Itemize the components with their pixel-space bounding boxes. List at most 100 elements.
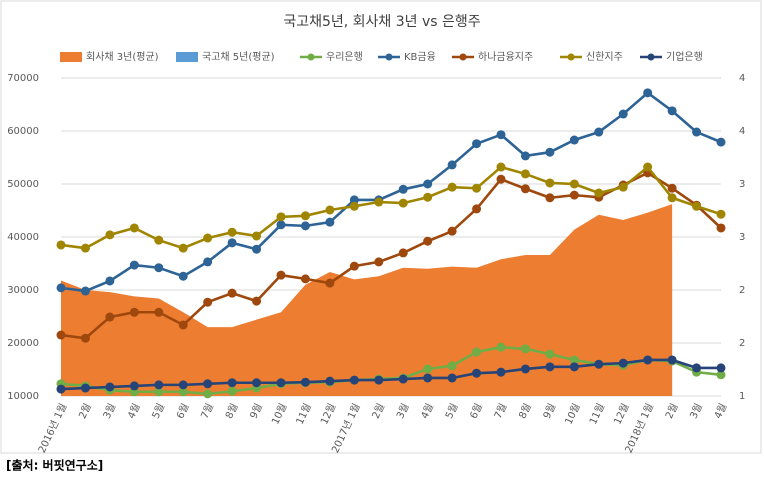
point — [398, 198, 408, 208]
point — [398, 184, 408, 194]
x-tick-label: 5월 — [150, 401, 167, 420]
point — [325, 376, 335, 386]
y-tick-label: 50000 — [7, 179, 39, 190]
point — [300, 377, 310, 387]
point — [447, 373, 457, 383]
legend-marker — [567, 53, 575, 61]
chart-title: 국고채5년, 회사채 3년 vs 은행주 — [283, 14, 480, 30]
legend-marker — [385, 53, 393, 61]
line — [60, 358, 721, 391]
point — [716, 370, 726, 380]
y2-tick-label: 4 — [739, 126, 745, 137]
legend-label: 회사채 3년(평균) — [86, 51, 159, 63]
point — [300, 221, 310, 231]
y-tick-label: 40000 — [7, 232, 39, 243]
point — [203, 297, 213, 307]
y2-tick-label: 2 — [739, 338, 745, 349]
point — [276, 378, 286, 388]
point — [423, 373, 433, 383]
point — [105, 276, 115, 286]
point — [496, 367, 506, 377]
point — [716, 209, 726, 219]
point — [178, 380, 188, 390]
point — [692, 127, 702, 137]
point — [569, 179, 579, 189]
point — [325, 278, 335, 288]
point — [569, 190, 579, 200]
point — [56, 330, 66, 340]
point — [325, 205, 335, 215]
point — [300, 211, 310, 221]
legend-label: 우리은행 — [326, 51, 363, 63]
point — [423, 364, 433, 374]
point — [643, 88, 653, 98]
point — [643, 355, 653, 365]
x-tick-label: 2월 — [663, 401, 680, 420]
point — [178, 243, 188, 253]
point — [472, 347, 482, 357]
legend-swatch — [60, 52, 82, 62]
x-tick-label: 7월 — [199, 401, 216, 420]
x-tick-label: 3월 — [394, 401, 411, 420]
point — [203, 379, 213, 389]
point — [716, 363, 726, 373]
y-tick-label: 60000 — [7, 126, 39, 137]
legend-swatch — [176, 52, 198, 62]
point — [692, 363, 702, 373]
y-tick-label: 30000 — [7, 285, 39, 296]
point — [618, 182, 628, 192]
x-tick-label: 8월 — [516, 401, 533, 420]
point — [252, 244, 262, 254]
point — [423, 192, 433, 202]
point — [716, 137, 726, 147]
x-tick-label: 7월 — [492, 401, 509, 420]
y-tick-label: 10000 — [7, 391, 39, 402]
point — [472, 368, 482, 378]
point — [545, 362, 555, 372]
point — [545, 193, 555, 203]
point — [618, 109, 628, 119]
point — [374, 197, 384, 207]
point — [227, 227, 237, 237]
point — [227, 238, 237, 248]
point — [716, 223, 726, 233]
point — [667, 106, 677, 116]
x-tick-label: 4월 — [419, 401, 436, 420]
point — [154, 235, 164, 245]
point — [667, 355, 677, 365]
x-tick-label: 8월 — [223, 401, 240, 420]
point — [496, 342, 506, 352]
point — [129, 381, 139, 391]
point — [520, 151, 530, 161]
point — [447, 361, 457, 371]
point — [472, 204, 482, 214]
point — [252, 231, 262, 241]
point — [643, 162, 653, 172]
x-tick-label: 2월 — [370, 401, 387, 420]
point — [252, 378, 262, 388]
point — [520, 364, 530, 374]
point — [300, 274, 310, 284]
point — [154, 263, 164, 273]
point — [105, 312, 115, 322]
y2-tick-label: 2 — [739, 285, 745, 296]
point — [545, 349, 555, 359]
point — [80, 243, 90, 253]
point — [374, 375, 384, 385]
point — [349, 195, 359, 205]
point — [594, 359, 604, 369]
point — [227, 288, 237, 298]
x-tick-label: 6월 — [468, 401, 485, 420]
point — [496, 162, 506, 172]
point — [56, 283, 66, 293]
point — [80, 333, 90, 343]
legend-marker — [307, 53, 315, 61]
point — [56, 240, 66, 250]
x-tick-label: 3월 — [688, 401, 705, 420]
point — [154, 380, 164, 390]
line — [60, 91, 722, 293]
y2-tick-label: 3 — [739, 179, 745, 190]
point — [520, 184, 530, 194]
y-tick-label: 20000 — [7, 338, 39, 349]
point — [276, 212, 286, 222]
